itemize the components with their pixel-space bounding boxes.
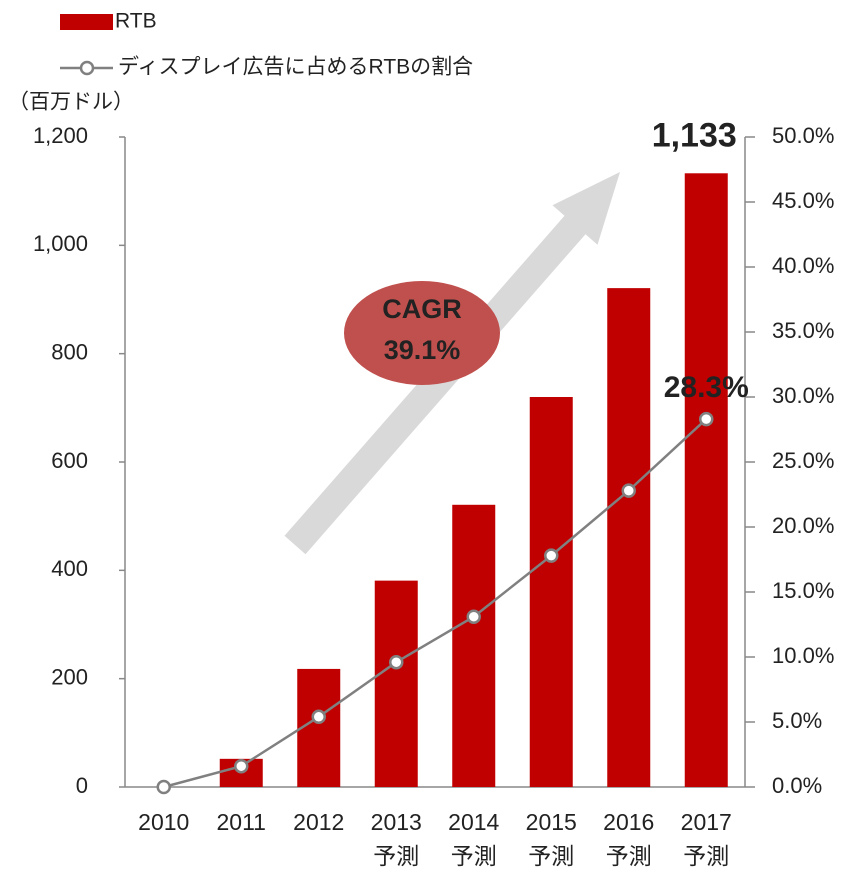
x-tick-label: 2016 予測 bbox=[603, 809, 655, 869]
line bbox=[163, 418, 708, 789]
y2-tick-label: 30.0% bbox=[772, 383, 834, 408]
bar bbox=[684, 173, 728, 787]
line-marker bbox=[699, 411, 714, 427]
y2-tick-label: 35.0% bbox=[772, 318, 834, 343]
y2-tick-label: 5.0% bbox=[772, 708, 822, 733]
line-marker bbox=[389, 654, 404, 670]
bar bbox=[297, 668, 341, 787]
y-tick-label: 1,200 bbox=[33, 123, 88, 148]
y2-tick-label: 10.0% bbox=[772, 643, 834, 668]
x-tick-label: 2010 bbox=[138, 809, 190, 835]
legend-marker bbox=[79, 60, 95, 76]
cagr-label: CAGR bbox=[382, 294, 462, 324]
data-label: 1,133 bbox=[652, 116, 737, 154]
y-axis-label: （百万ドル） bbox=[8, 91, 134, 114]
x-tick-label: 2011 bbox=[216, 809, 266, 835]
y2-tick-label: 50.0% bbox=[772, 123, 834, 148]
line-marker bbox=[234, 758, 249, 774]
line-marker bbox=[466, 609, 481, 624]
line-marker bbox=[311, 709, 326, 725]
y-tick-label: 600 bbox=[51, 448, 88, 473]
legend-label: RTB bbox=[115, 10, 157, 33]
bar bbox=[374, 580, 418, 787]
bar bbox=[529, 397, 573, 787]
x-tick-label: 2017 予測 bbox=[680, 809, 732, 869]
x-tick-label: 2015 予測 bbox=[525, 809, 577, 869]
cagr-badge bbox=[344, 281, 500, 385]
data-label: 28.3% bbox=[664, 371, 749, 404]
y-tick-label: 0 bbox=[76, 773, 88, 798]
bar bbox=[452, 504, 496, 787]
y-tick-label: 400 bbox=[51, 556, 88, 581]
legend-swatch bbox=[60, 14, 113, 30]
x-tick-label: 2013 予測 bbox=[370, 809, 422, 869]
y2-tick-label: 25.0% bbox=[772, 448, 834, 473]
line-marker bbox=[156, 779, 171, 795]
line-marker bbox=[544, 548, 559, 563]
x-tick-label: 2012 bbox=[293, 809, 345, 835]
y2-tick-label: 0.0% bbox=[772, 773, 822, 798]
y-tick-label: 1,000 bbox=[33, 231, 88, 256]
x-tick-label: 2014 予測 bbox=[448, 809, 500, 869]
y2-tick-label: 15.0% bbox=[772, 578, 834, 603]
cagr-value: 39.1% bbox=[384, 335, 461, 365]
y2-tick-label: 20.0% bbox=[772, 513, 834, 538]
y-tick-label: 800 bbox=[51, 339, 88, 364]
legend-label: ディスプレイ広告に占めるRTBの割合 bbox=[118, 56, 473, 79]
y2-tick-label: 40.0% bbox=[772, 253, 834, 278]
y2-tick-label: 45.0% bbox=[772, 188, 834, 213]
line-marker bbox=[621, 483, 636, 498]
bar bbox=[607, 288, 651, 787]
y-tick-label: 200 bbox=[51, 664, 88, 689]
